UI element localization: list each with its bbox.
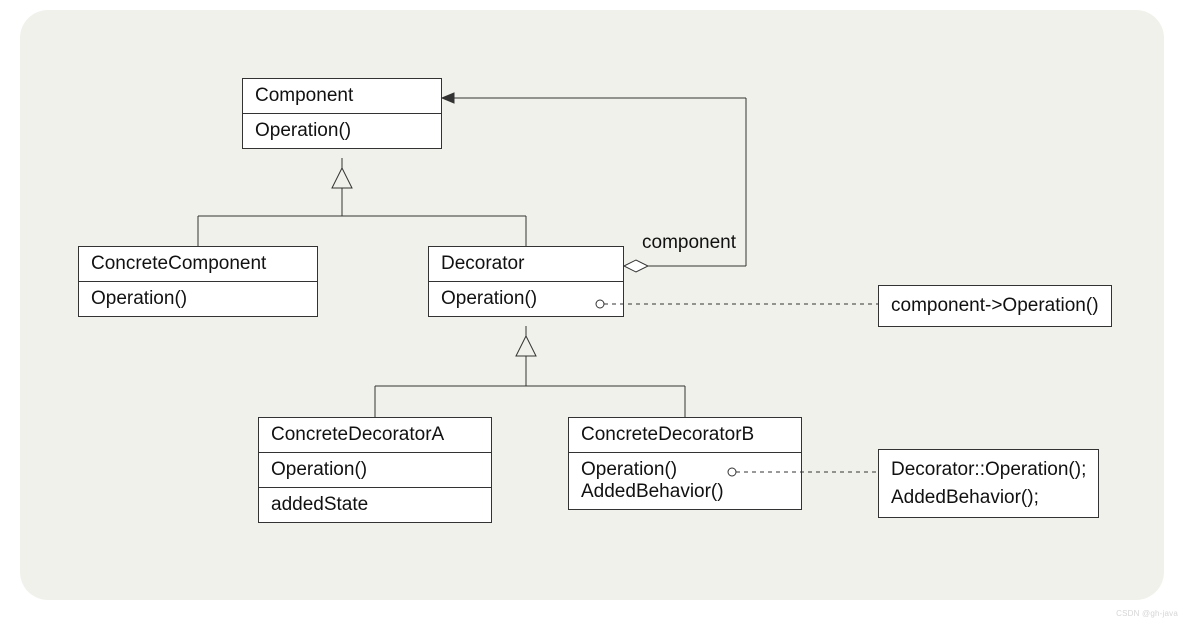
diagram-canvas: Component Operation() ConcreteComponent … [20, 10, 1164, 600]
class-name: Component [243, 79, 441, 114]
generalization-component [198, 158, 526, 246]
class-operation: Operation() [79, 282, 317, 316]
class-operation: Operation() [259, 453, 491, 488]
watermark: CSDN @gh-java [1116, 609, 1178, 618]
class-concrete-component: ConcreteComponent Operation() [78, 246, 318, 317]
class-concrete-decorator-b: ConcreteDecoratorB Operation() AddedBeha… [568, 417, 802, 510]
class-name: ConcreteDecoratorB [569, 418, 801, 453]
class-name: ConcreteDecoratorA [259, 418, 491, 453]
class-decorator: Decorator Operation() [428, 246, 624, 317]
class-operation: Operation() [243, 114, 441, 148]
aggregation-role-label: component [642, 232, 736, 254]
note-decorator-operation: Decorator::Operation(); AddedBehavior(); [878, 449, 1099, 518]
class-name: Decorator [429, 247, 623, 282]
note-link-1 [596, 300, 878, 308]
class-component: Component Operation() [242, 78, 442, 149]
class-operation: Operation() [429, 282, 623, 316]
note-component-operation: component->Operation() [878, 285, 1112, 327]
generalization-decorator [375, 326, 685, 417]
class-concrete-decorator-a: ConcreteDecoratorA Operation() addedStat… [258, 417, 492, 523]
class-attribute: addedState [259, 488, 491, 522]
class-operation: Operation() AddedBehavior() [569, 453, 801, 509]
class-name: ConcreteComponent [79, 247, 317, 282]
